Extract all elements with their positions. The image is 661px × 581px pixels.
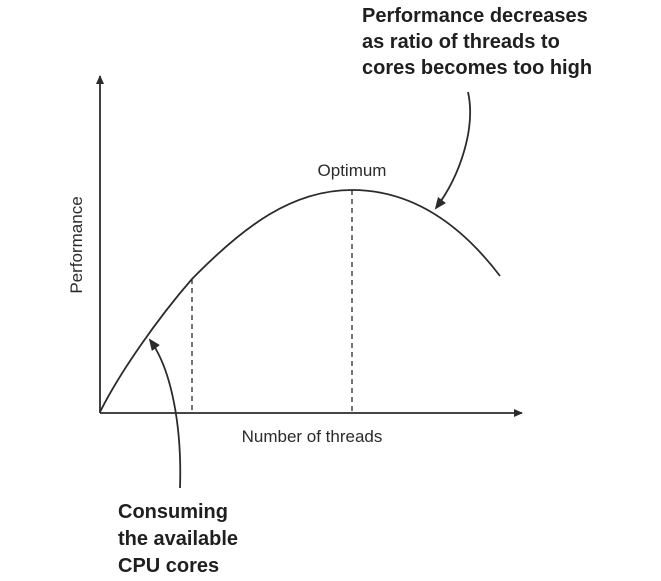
x-axis-label: Number of threads [242, 427, 383, 446]
y-axis-label: Performance [67, 196, 86, 293]
callout-top-line-1: Performance decreases [362, 5, 588, 27]
callout-bottom-arrow [148, 338, 182, 489]
callout-top-line-3: cores becomes too high [362, 57, 592, 79]
callout-bottom: Consuming the available CPU cores [118, 501, 238, 577]
performance-curve [99, 189, 501, 413]
callout-bottom-line-2: the available [118, 528, 238, 550]
callout-top-arrow [434, 91, 471, 210]
callout-top-line-2: as ratio of threads to [362, 31, 560, 53]
callout-bottom-line-1: Consuming [118, 501, 228, 523]
callout-bottom-line-3: CPU cores [118, 555, 219, 577]
callout-top: Performance decreases as ratio of thread… [362, 5, 592, 79]
optimum-label: Optimum [318, 161, 387, 180]
